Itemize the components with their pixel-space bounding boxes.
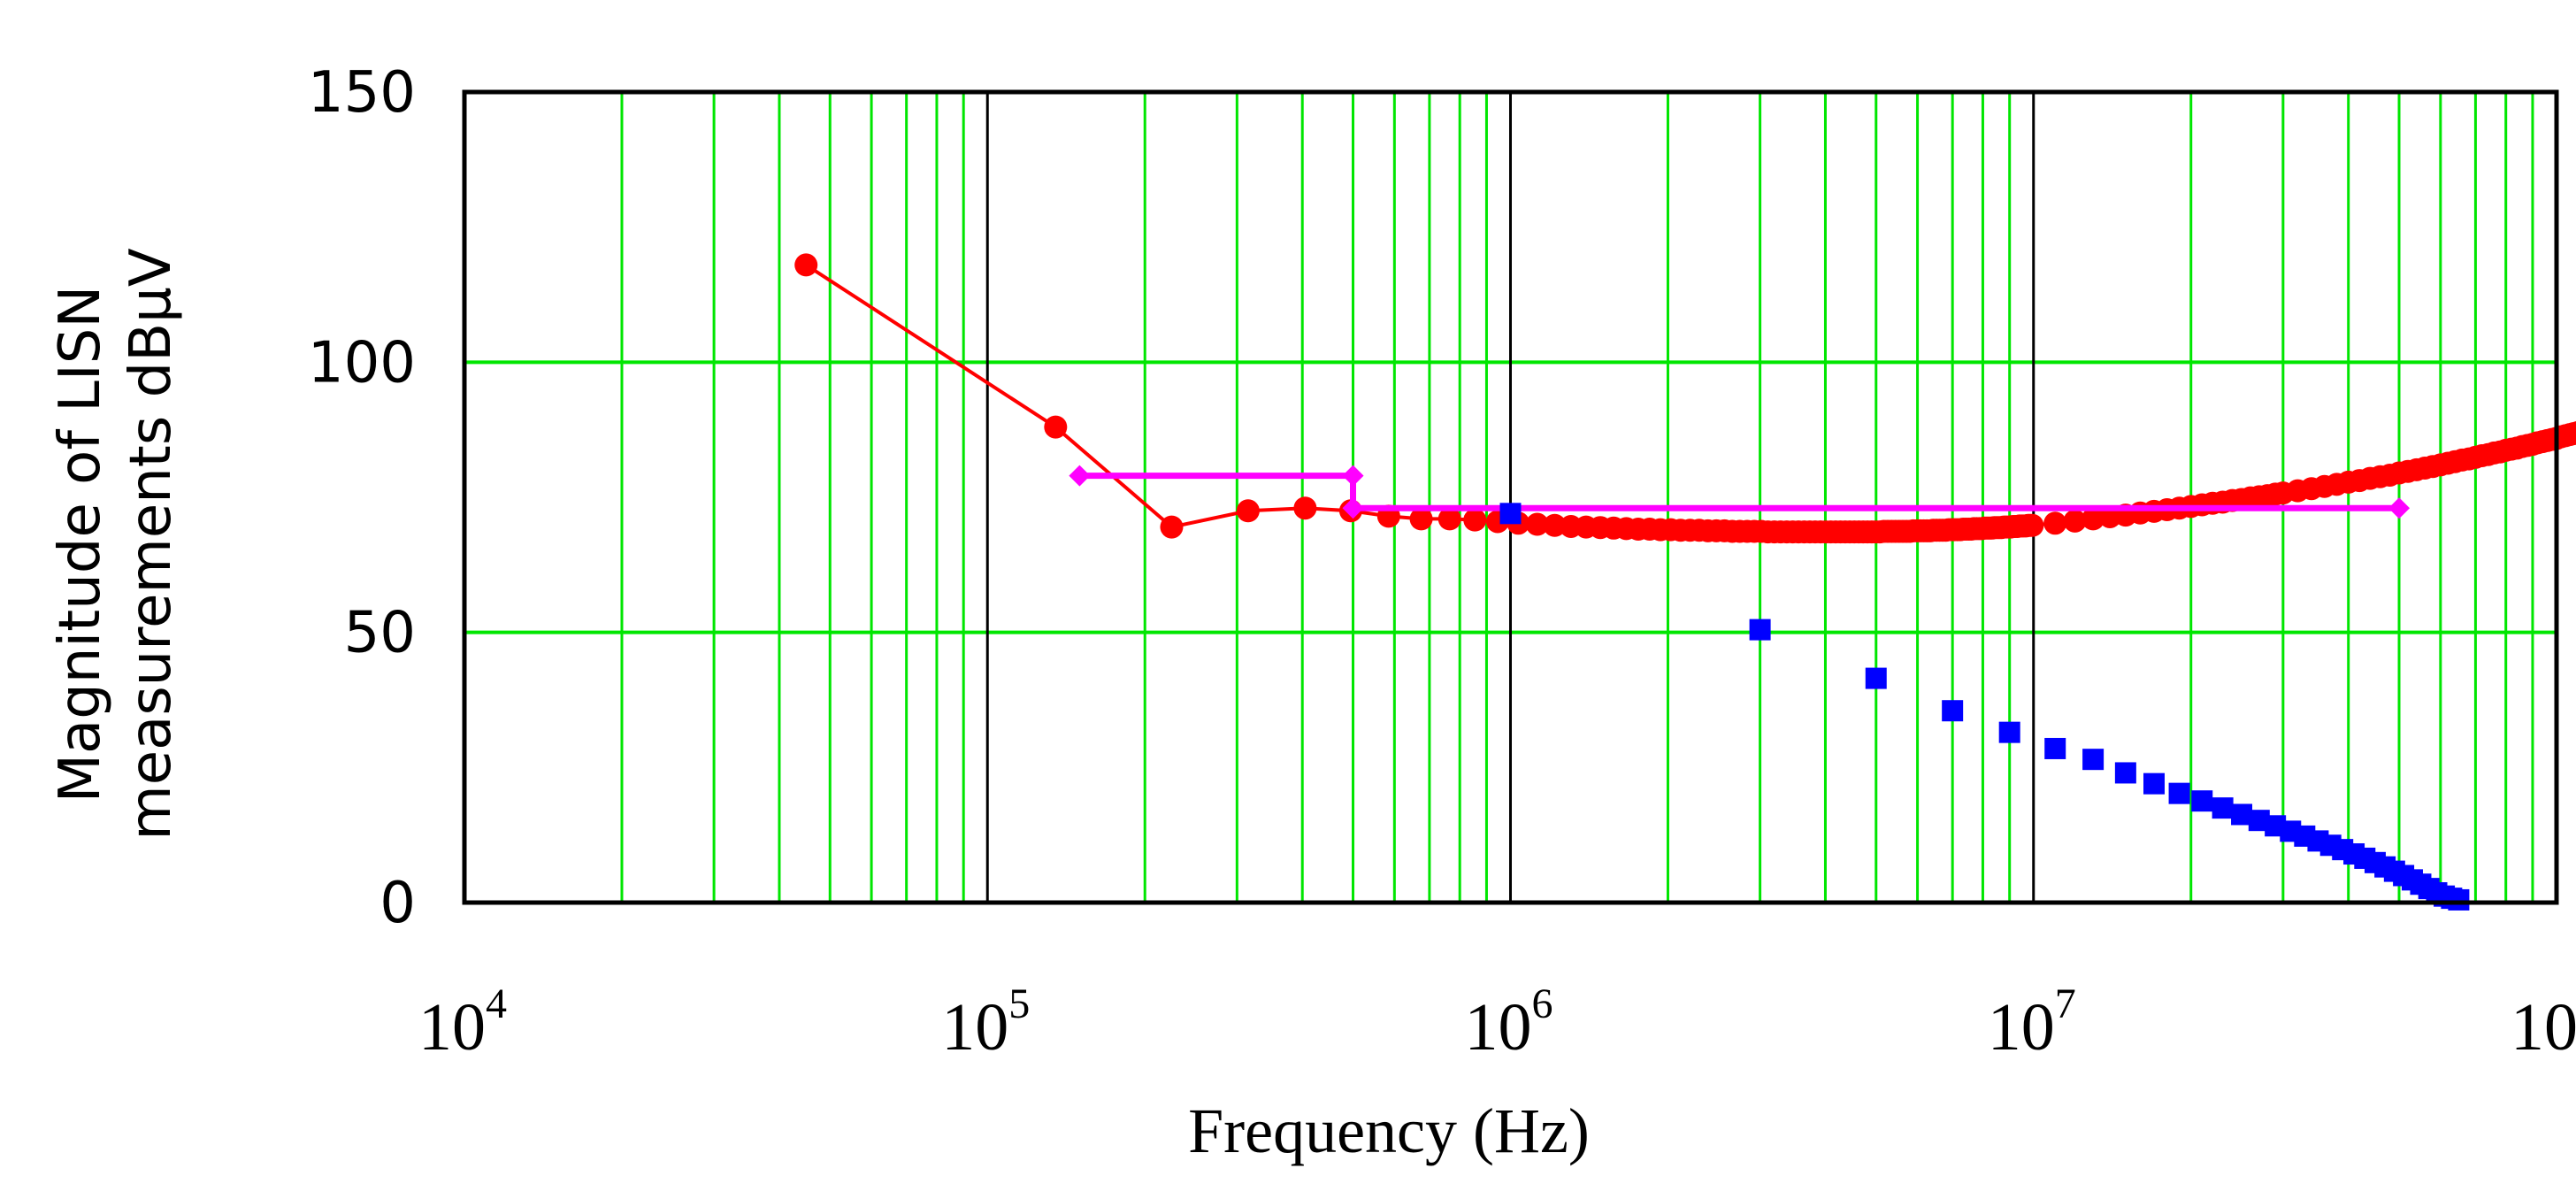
x-tick-label: 10 7 xyxy=(1988,980,2076,1064)
blue-point xyxy=(2044,737,2066,759)
x-tick-base: 10 xyxy=(941,990,1008,1064)
x-tick-base: 10 xyxy=(1465,990,1532,1064)
red-point xyxy=(2082,507,2105,531)
limit-series xyxy=(1069,465,2411,519)
blue-point xyxy=(2191,790,2213,812)
x-tick-label: 10 6 xyxy=(1465,980,1553,1064)
blue-point xyxy=(1942,700,1964,722)
x-tick-label: 108 xyxy=(2511,990,2576,1064)
red-point xyxy=(1409,507,1433,531)
red-point xyxy=(2020,513,2044,537)
x-tick-label: 10 4 xyxy=(418,980,507,1064)
x-tick-exponent: 7 xyxy=(2055,980,2076,1027)
limit-point xyxy=(2388,497,2411,519)
limit-series-line xyxy=(1079,473,2399,511)
red-point xyxy=(2043,511,2067,535)
red-point xyxy=(1463,508,1487,532)
red-point xyxy=(1236,499,1260,523)
major-grid xyxy=(985,92,2036,903)
y-tick-label: 0 xyxy=(380,871,416,936)
y-axis-title: Magnitude of LISN measurements dBμV xyxy=(48,248,184,840)
blue-point xyxy=(1499,503,1522,525)
y-tick-label: 100 xyxy=(308,330,416,396)
red-point xyxy=(794,253,818,277)
blue-point xyxy=(2082,749,2104,771)
limit-point xyxy=(1342,465,1364,487)
x-axis-title: Frequency (Hz) xyxy=(1188,1095,1590,1166)
x-tick-exponent: 4 xyxy=(486,980,507,1027)
x-tick-base: 10 xyxy=(2511,990,2576,1064)
y-tick-labels: 0 50 100 150 xyxy=(308,60,416,936)
red-point xyxy=(1525,512,1549,536)
blue-point xyxy=(1865,667,1887,689)
limit-point xyxy=(1069,465,1091,487)
blue-series xyxy=(1499,503,2470,911)
blue-point xyxy=(2448,888,2470,911)
limit-point xyxy=(1342,497,1364,519)
blue-point xyxy=(2168,782,2190,804)
y-tick-label: 50 xyxy=(344,601,416,666)
x-tick-base: 10 xyxy=(1988,990,2055,1064)
red-series xyxy=(794,253,2576,544)
x-tick-labels: 104105106107108 xyxy=(418,980,2576,1064)
y-axis-title-line-2: measurements dBμV xyxy=(119,248,184,840)
blue-point xyxy=(2212,797,2234,819)
x-tick-exponent: 6 xyxy=(1532,980,1553,1027)
x-tick-exponent: 5 xyxy=(1008,980,1030,1027)
red-point xyxy=(1438,507,1461,531)
y-tick-label: 150 xyxy=(308,60,416,126)
red-point xyxy=(2566,420,2576,444)
x-tick-base: 10 xyxy=(418,990,486,1064)
red-point xyxy=(2063,509,2087,533)
red-point xyxy=(1044,415,1068,439)
y-axis-title-line-1: Magnitude of LISN xyxy=(48,286,113,803)
blue-point xyxy=(1998,721,2020,743)
red-point xyxy=(1293,496,1317,520)
plot-frame xyxy=(462,89,2559,905)
red-point xyxy=(1160,515,1184,539)
blue-point xyxy=(2143,772,2166,795)
blue-point xyxy=(1749,619,1771,641)
blue-point xyxy=(2114,762,2136,784)
x-tick-label: 10 5 xyxy=(941,980,1030,1064)
